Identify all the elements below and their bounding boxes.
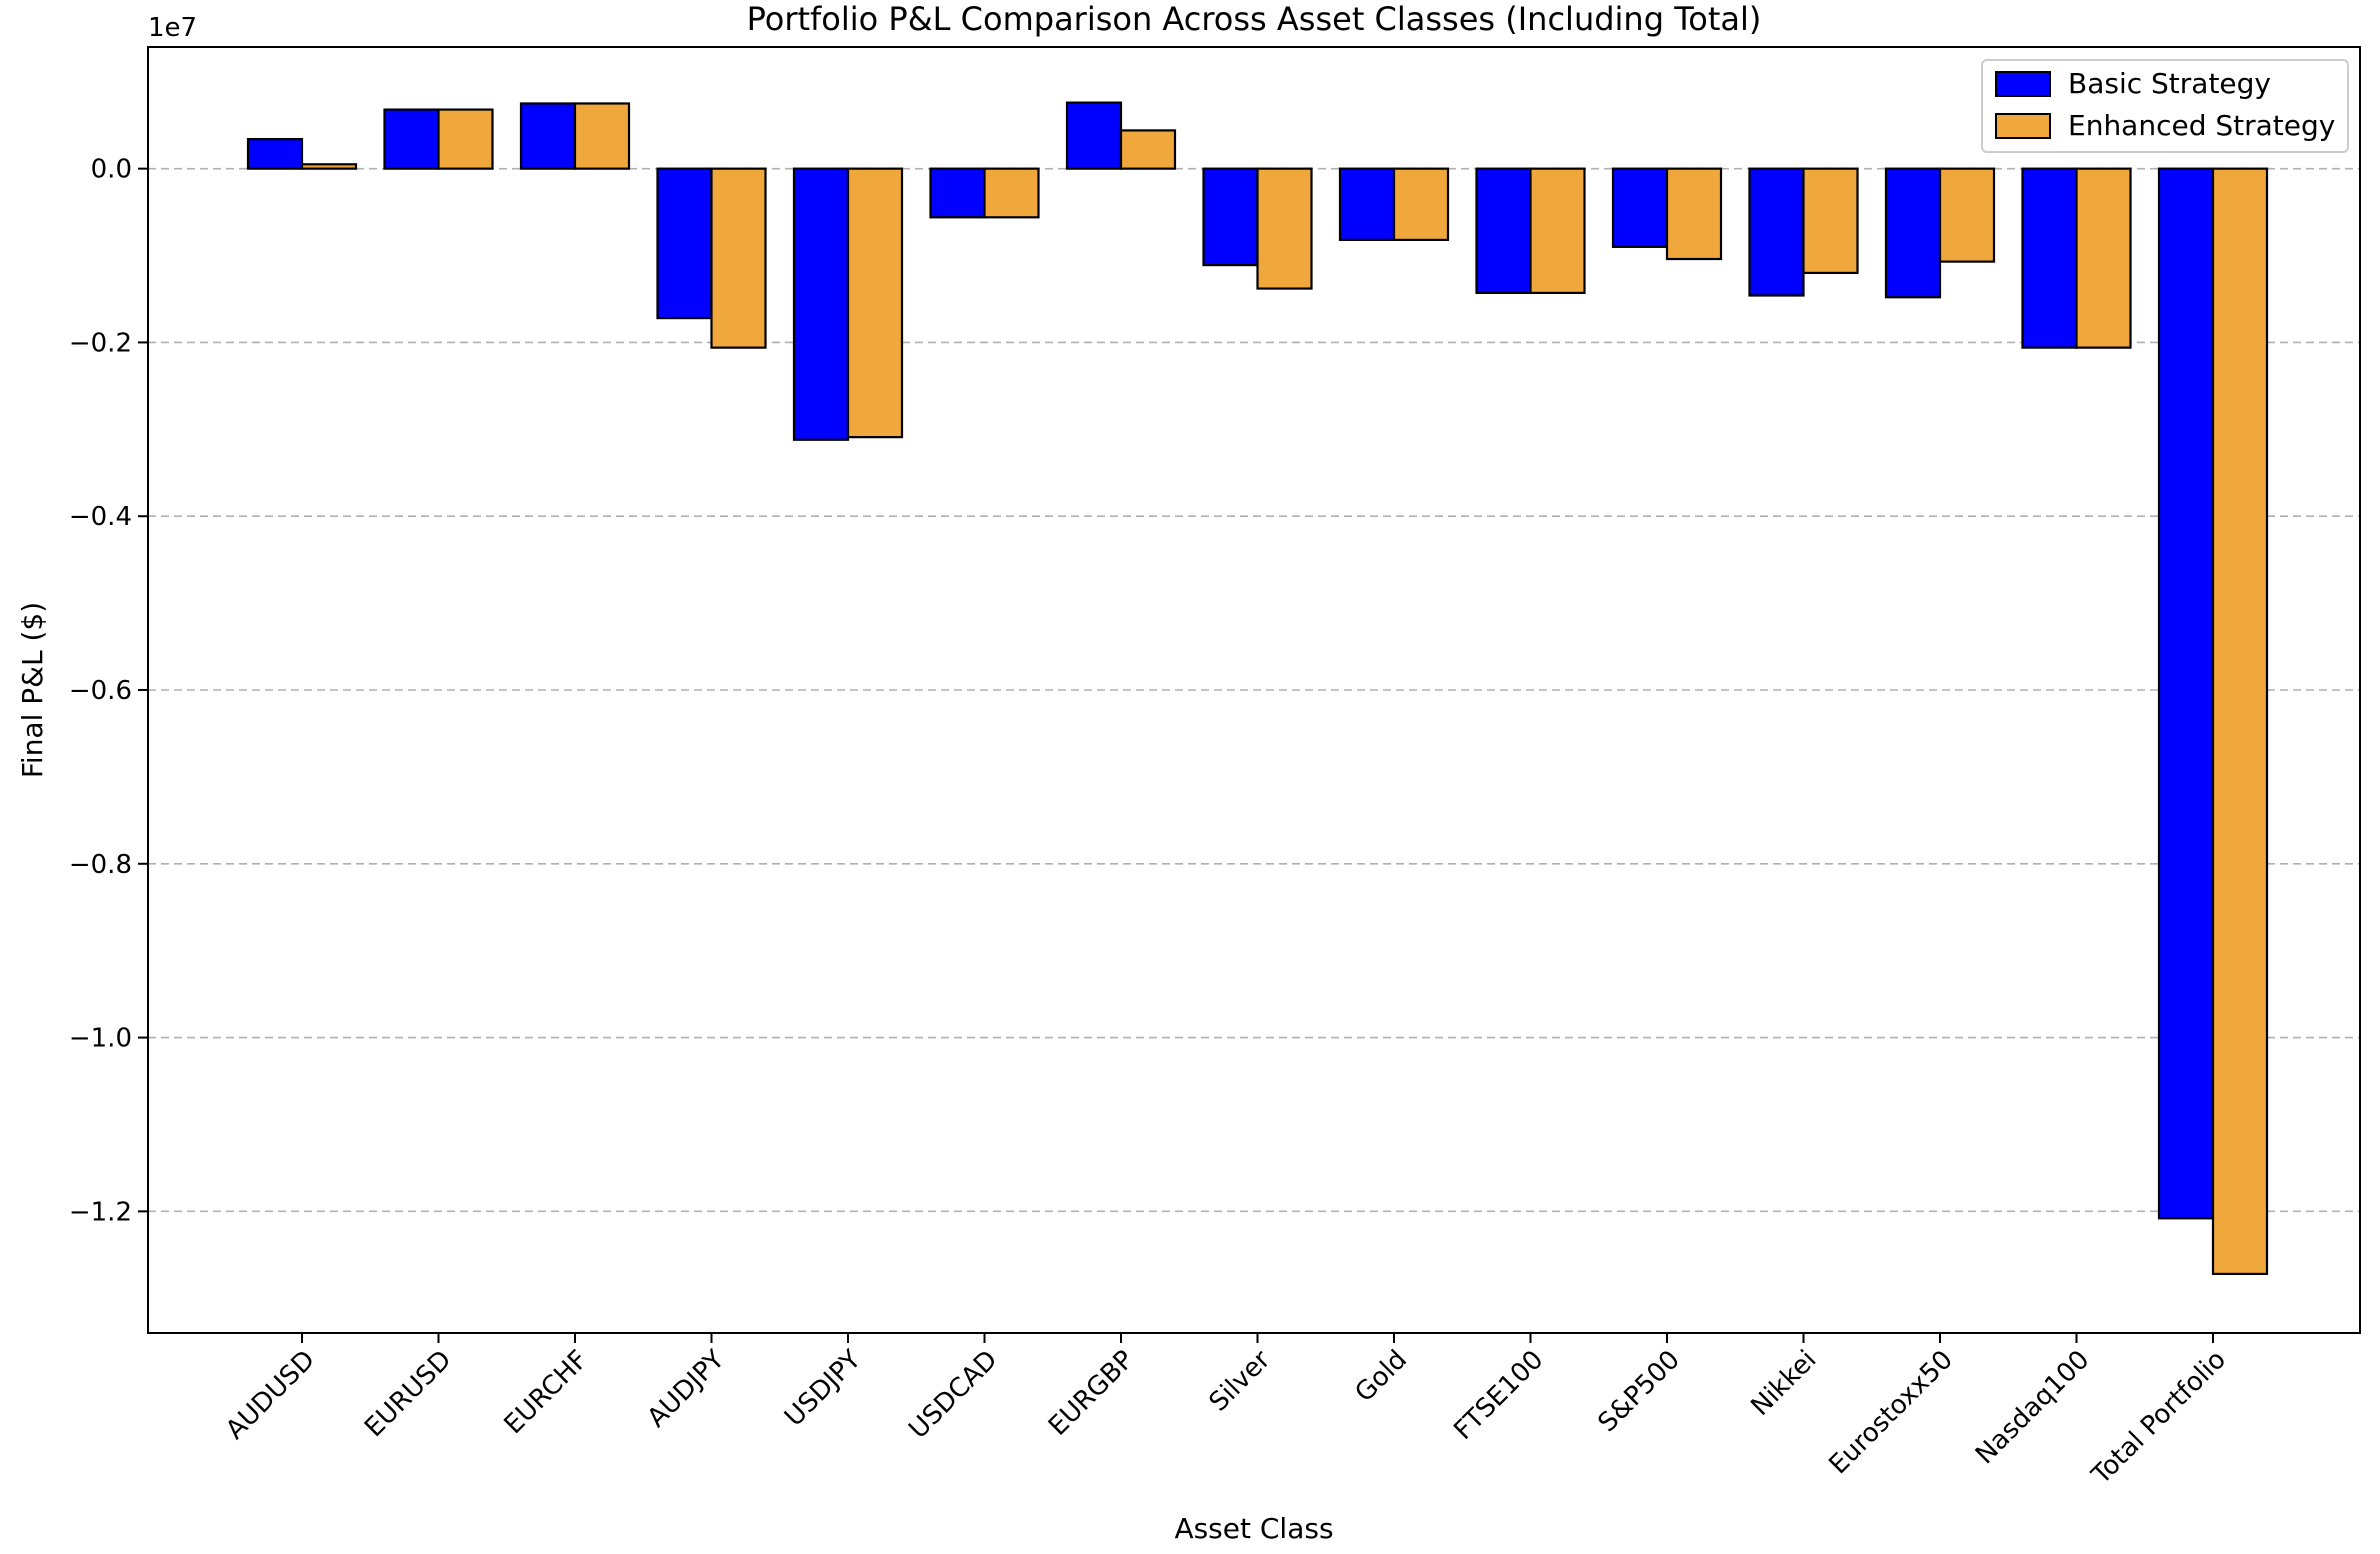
- bar-basic-audjpy: [656, 167, 713, 320]
- bar-basic-silver: [1202, 167, 1259, 267]
- bars: [246, 101, 2269, 1276]
- bar-enhanced-eurchf: [573, 102, 631, 170]
- bar-enhanced-gold: [1392, 167, 1450, 242]
- bar-basic-eurgbp: [1065, 101, 1123, 170]
- y-axis-label: Final P&L ($): [16, 602, 49, 778]
- bar-enhanced-ftse100: [1529, 167, 1586, 295]
- bar-enhanced-nasdaq100: [2075, 167, 2132, 349]
- y-tick-label-0: 0.0: [91, 155, 132, 185]
- y-axis-scale-label: 1e7: [148, 13, 197, 43]
- x-tick-label-0: AUDUSD: [220, 1345, 321, 1446]
- bar-basic-total-portfolio: [2157, 167, 2215, 1220]
- x-axis-label: Asset Class: [1174, 1512, 1333, 1545]
- bar-enhanced-usdcad: [983, 167, 1040, 219]
- bar-basic-eurchf: [519, 102, 577, 170]
- bar-enhanced-total-portfolio: [2211, 167, 2269, 1276]
- bar-basic-nasdaq100: [2021, 167, 2078, 349]
- bar-basic-ftse100: [1475, 167, 1532, 295]
- x-tick-label-13: Nasdaq100: [1970, 1345, 2096, 1471]
- x-tick-label-6: EURGBP: [1043, 1345, 1140, 1442]
- bar-basic-gold: [1338, 167, 1396, 242]
- x-tick-label-12: Eurostoxx50: [1823, 1345, 1959, 1481]
- x-tick-label-7: Silver: [1204, 1345, 1277, 1418]
- x-tick-label-1: EURUSD: [359, 1345, 457, 1443]
- y-tick-label-3: −0.6: [69, 676, 132, 706]
- x-tick-label-10: S&P500: [1593, 1345, 1686, 1438]
- bar-basic-eurusd: [383, 108, 440, 170]
- y-tick-label-1: −0.2: [69, 328, 132, 358]
- bar-basic-usdcad: [929, 167, 986, 219]
- bar-basic-eurostoxx50: [1884, 167, 1942, 299]
- y-tick-label-4: −0.8: [69, 850, 132, 880]
- x-tick-label-8: Gold: [1349, 1345, 1412, 1408]
- legend-box: [1981, 59, 2349, 153]
- legend-swatch-basic: [1995, 71, 2051, 97]
- bar-enhanced-audusd: [300, 163, 358, 170]
- bar-basic-nikkei: [1748, 167, 1805, 297]
- bar-enhanced-eurusd: [437, 108, 494, 170]
- bar-enhanced-nikkei: [1802, 167, 1859, 275]
- x-tick-label-14: Total Portfolio: [2086, 1345, 2232, 1491]
- x-tick-label-5: USDCAD: [903, 1345, 1003, 1445]
- y-tick-label-2: −0.4: [69, 502, 132, 532]
- bar-basic-usdjpy: [792, 167, 850, 441]
- bar-enhanced-usdjpy: [846, 167, 904, 439]
- legend-label-basic: Basic Strategy: [2068, 67, 2271, 100]
- chart-title: Portfolio P&L Comparison Across Asset Cl…: [747, 0, 1762, 38]
- legend: Basic Strategy Enhanced Strategy: [1981, 59, 2349, 153]
- y-axis-ticks: 0.0 −0.2 −0.4 −0.6 −0.8 −1.0 −1.2: [69, 155, 148, 1227]
- x-tick-label-9: FTSE100: [1448, 1345, 1549, 1446]
- x-tick-label-4: USDJPY: [779, 1345, 867, 1433]
- legend-swatch-enhanced: [1995, 113, 2051, 139]
- bar-basic-audusd: [246, 138, 304, 170]
- bar-enhanced-eurostoxx50: [1938, 167, 1996, 263]
- bar-enhanced-silver: [1256, 167, 1313, 290]
- bar-enhanced-audjpy: [710, 167, 767, 349]
- x-tick-label-11: Nikkei: [1745, 1345, 1822, 1422]
- bar-enhanced-s-p500: [1665, 167, 1723, 261]
- x-tick-label-3: AUDJPY: [642, 1345, 731, 1434]
- x-tick-label-2: EURCHF: [499, 1345, 594, 1440]
- y-tick-label-6: −1.2: [69, 1197, 132, 1227]
- bar-basic-s-p500: [1611, 167, 1669, 248]
- y-tick-label-5: −1.0: [69, 1024, 132, 1054]
- legend-label-enhanced: Enhanced Strategy: [2068, 109, 2335, 142]
- grid-lines: [148, 167, 2360, 1213]
- x-axis-ticks: AUDUSD EURUSD EURCHF AUDJPY USDJPY USDCAD EURG…: [220, 1333, 2232, 1491]
- bar-enhanced-eurgbp: [1119, 129, 1177, 170]
